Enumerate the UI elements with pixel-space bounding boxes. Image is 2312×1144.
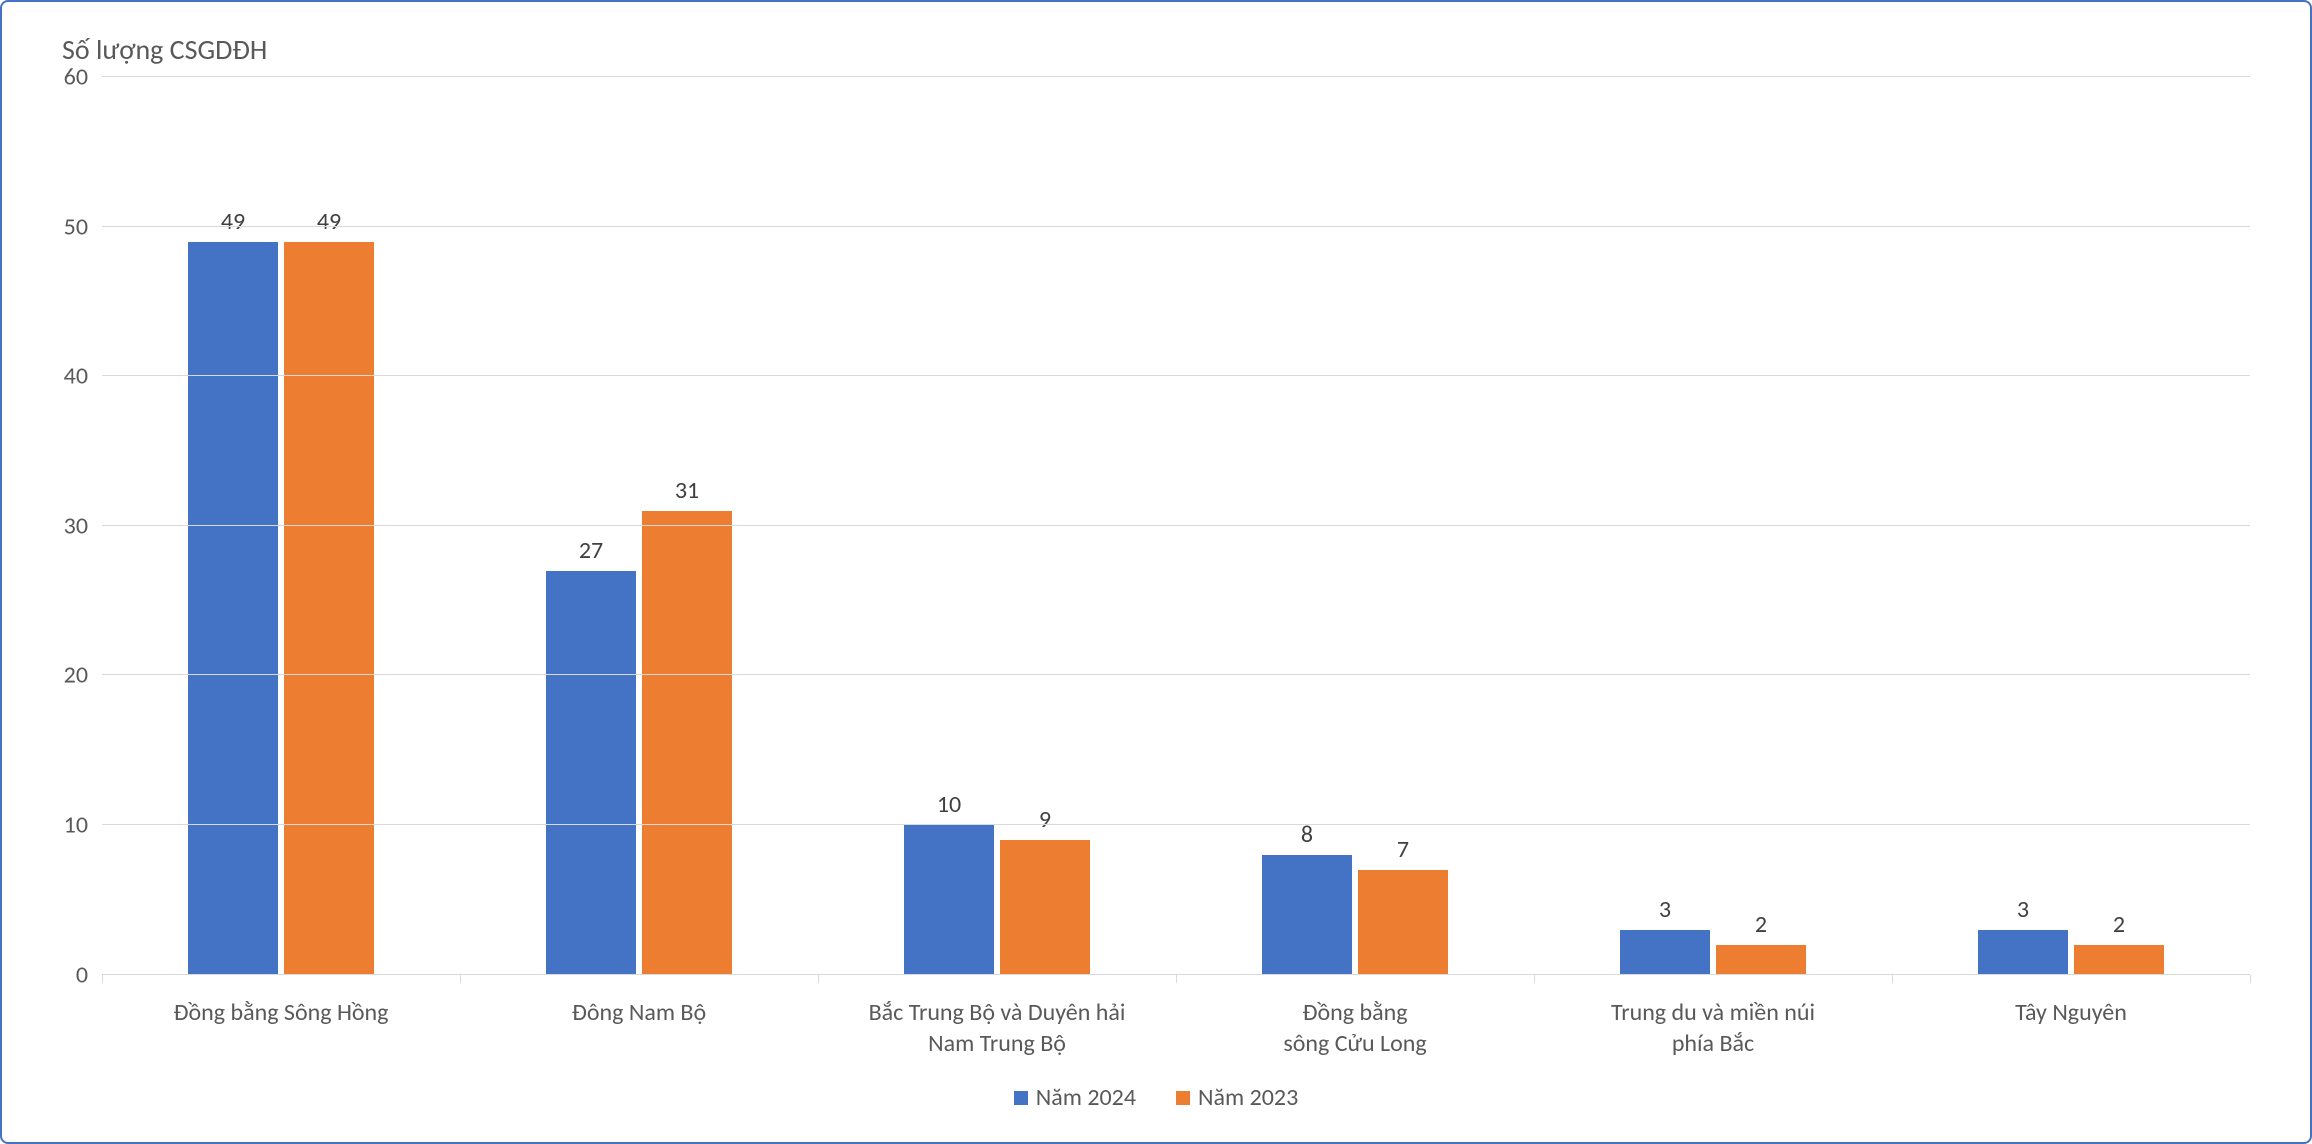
bar-data-label: 3 xyxy=(2017,895,2029,924)
y-tick-label: 50 xyxy=(64,212,102,241)
x-tick xyxy=(102,975,103,983)
bar xyxy=(1620,930,1710,975)
x-axis-label: Đồng bằng Sông Hồng xyxy=(102,997,460,1059)
grid-line xyxy=(102,525,2250,526)
legend-item: Năm 2024 xyxy=(1014,1083,1136,1112)
bars-row: 49492731109873232 xyxy=(102,77,2250,975)
plot-area: 49492731109873232 0102030405060 xyxy=(102,77,2250,975)
y-tick-label: 20 xyxy=(64,661,102,690)
bar-wrapper: 7 xyxy=(1358,77,1448,975)
legend: Năm 2024 Năm 2023 xyxy=(42,1083,2270,1112)
bar-wrapper: 9 xyxy=(1000,77,1090,975)
x-tick xyxy=(460,975,461,983)
bar-data-label: 3 xyxy=(1659,895,1671,924)
bar xyxy=(642,511,732,975)
grid-line xyxy=(102,76,2250,77)
bar xyxy=(1358,870,1448,975)
legend-swatch xyxy=(1176,1091,1190,1105)
x-axis-label: Đông Nam Bộ xyxy=(460,997,818,1059)
y-tick-label: 10 xyxy=(64,811,102,840)
x-tick xyxy=(818,975,819,983)
bar-data-label: 27 xyxy=(579,536,603,565)
bar-data-label: 31 xyxy=(675,476,699,505)
bar-data-label: 2 xyxy=(2113,910,2125,939)
bar-wrapper: 31 xyxy=(642,77,732,975)
bar-wrapper: 10 xyxy=(904,77,994,975)
bar xyxy=(546,571,636,975)
bar-wrapper: 3 xyxy=(1620,77,1710,975)
grid-line xyxy=(102,375,2250,376)
category-group: 87 xyxy=(1176,77,1534,975)
bar xyxy=(1978,930,2068,975)
y-tick-label: 60 xyxy=(64,63,102,92)
x-axis-labels: Đồng bằng Sông HồngĐông Nam BộBắc Trung … xyxy=(102,997,2250,1059)
bar xyxy=(284,242,374,975)
bar-data-label: 10 xyxy=(937,790,961,819)
category-group: 49 49 xyxy=(102,77,460,975)
grid-line xyxy=(102,824,2250,825)
bar-wrapper: 49 xyxy=(188,77,278,975)
x-tick xyxy=(1534,975,1535,983)
x-tick xyxy=(1892,975,1893,983)
grid-line xyxy=(102,674,2250,675)
category-group: 10 9 xyxy=(818,77,1176,975)
legend-item: Năm 2023 xyxy=(1176,1083,1298,1112)
bar-data-label: 7 xyxy=(1397,835,1409,864)
bar-data-label: 9 xyxy=(1039,805,1051,834)
bar xyxy=(1716,945,1806,975)
x-axis-label: Đồng bằng sông Cửu Long xyxy=(1176,997,1534,1059)
chart-title: Số lượng CSGDĐH xyxy=(62,32,2270,67)
y-tick-label: 0 xyxy=(76,960,102,989)
bar-data-label: 2 xyxy=(1755,910,1767,939)
bar xyxy=(904,825,994,975)
bar-chart: Số lượng CSGDĐH 49492731109873232 010203… xyxy=(0,0,2312,1144)
x-axis-label: Bắc Trung Bộ và Duyên hải Nam Trung Bộ xyxy=(818,997,1176,1059)
bar-wrapper: 8 xyxy=(1262,77,1352,975)
grid-line xyxy=(102,226,2250,227)
x-axis-label: Trung du và miền núi phía Bắc xyxy=(1534,997,1892,1059)
bar-wrapper: 3 xyxy=(1978,77,2068,975)
legend-label: Năm 2023 xyxy=(1198,1083,1298,1112)
bar-wrapper: 27 xyxy=(546,77,636,975)
bar xyxy=(1000,840,1090,975)
x-axis-label: Tây Nguyên xyxy=(1892,997,2250,1059)
bar-wrapper: 49 xyxy=(284,77,374,975)
bar-data-label: 49 xyxy=(317,207,341,236)
y-tick-label: 40 xyxy=(64,362,102,391)
bar xyxy=(2074,945,2164,975)
legend-label: Năm 2024 xyxy=(1036,1083,1136,1112)
bar-wrapper: 2 xyxy=(1716,77,1806,975)
category-group: 32 xyxy=(1534,77,1892,975)
y-tick-label: 30 xyxy=(64,511,102,540)
legend-swatch xyxy=(1014,1091,1028,1105)
bar xyxy=(188,242,278,975)
category-group: 32 xyxy=(1892,77,2250,975)
x-tick xyxy=(2250,975,2251,983)
bar-data-label: 49 xyxy=(221,207,245,236)
bar-wrapper: 2 xyxy=(2074,77,2164,975)
bar xyxy=(1262,855,1352,975)
category-group: 27 31 xyxy=(460,77,818,975)
x-tick xyxy=(1176,975,1177,983)
